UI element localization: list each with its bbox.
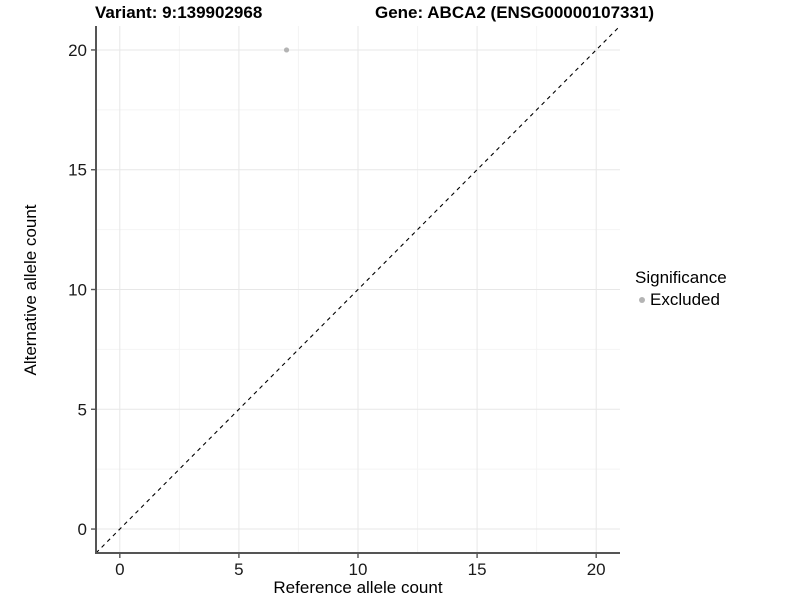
x-tick-label: 15 [468,560,487,579]
x-axis-title: Reference allele count [273,578,443,597]
x-tick-label: 0 [115,560,124,579]
y-tick-label: 15 [68,161,87,180]
x-tick-label: 10 [349,560,368,579]
x-tick-label: 20 [587,560,606,579]
x-tick-label: 5 [234,560,243,579]
y-tick-label: 10 [68,281,87,300]
y-tick-label: 0 [78,520,87,539]
legend: Significance Excluded [633,268,727,310]
y-axis-title: Alternative allele count [21,204,40,376]
legend-item-excluded: Excluded [633,290,727,310]
variant-title: Variant: 9:139902968 [95,3,263,22]
y-tick-label: 20 [68,41,87,60]
legend-title: Significance [635,268,727,287]
gene-title: Gene: ABCA2 (ENSG00000107331) [375,3,655,22]
legend-point-icon [638,297,645,303]
identity-line [95,25,621,554]
y-tick-label: 5 [78,400,87,419]
legend-key [633,292,650,309]
legend-item-label: Excluded [650,290,720,309]
data-point [283,47,290,53]
